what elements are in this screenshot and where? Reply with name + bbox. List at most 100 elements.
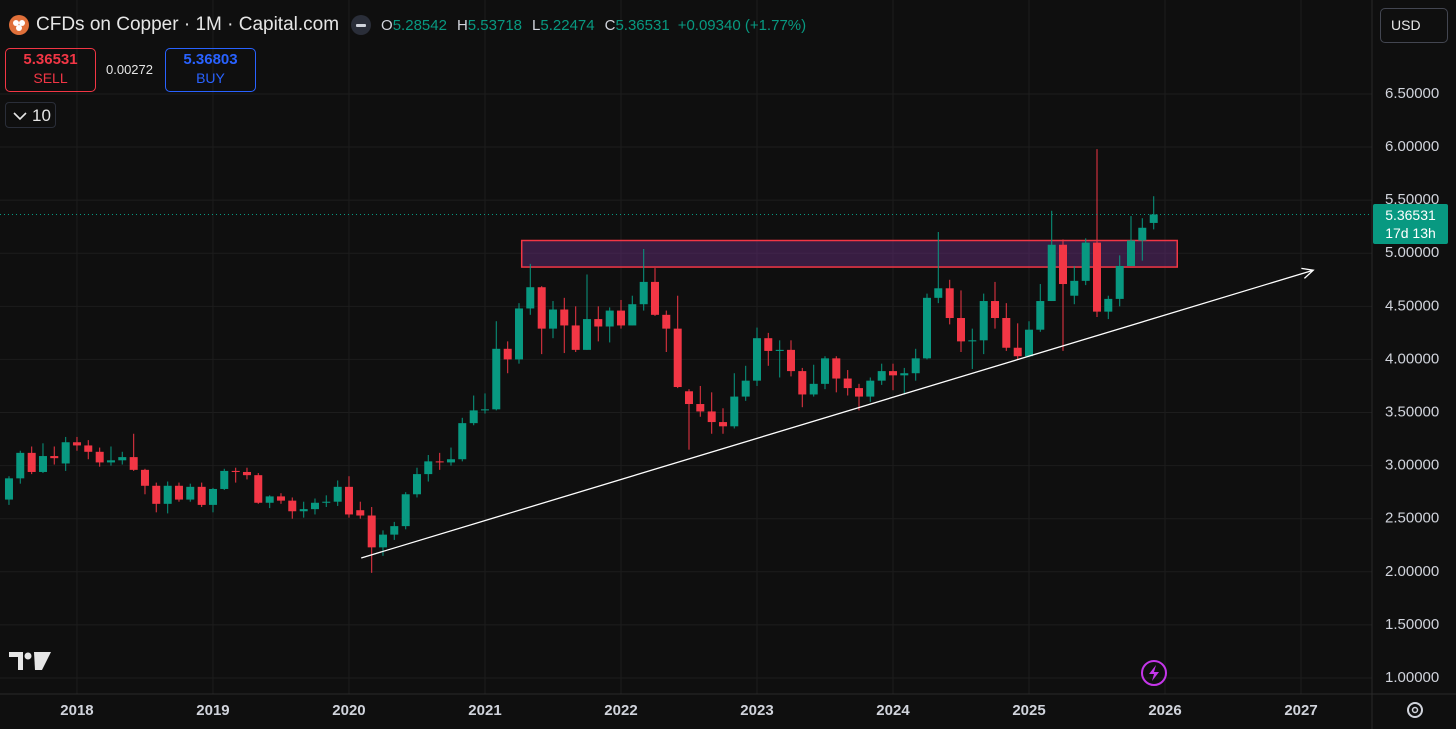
- chevron: [13, 112, 27, 121]
- candle-body: [27, 452, 36, 472]
- candle-body: [1002, 318, 1011, 348]
- candle-body: [61, 442, 70, 464]
- candle-body: [1013, 347, 1022, 357]
- candle-body: [560, 309, 569, 326]
- close-label: C: [604, 16, 616, 34]
- collapse-button[interactable]: [351, 15, 372, 35]
- candle-body: [299, 509, 308, 512]
- candle-body: [16, 452, 25, 479]
- candle-body: [820, 358, 829, 384]
- candle-body: [877, 371, 886, 381]
- buy-label: BUY: [196, 70, 225, 86]
- candle-body: [242, 471, 251, 476]
- candle-body: [798, 371, 807, 395]
- candle-body: [888, 371, 897, 376]
- candle-body: [764, 338, 773, 351]
- candle-body: [526, 287, 535, 309]
- candle-body: [152, 485, 161, 504]
- candle-body: [469, 410, 478, 424]
- candle-body: [118, 457, 127, 461]
- candle-body: [492, 348, 501, 410]
- candle-body: [208, 488, 217, 505]
- candle-body: [390, 526, 399, 535]
- candle-body: [900, 373, 909, 376]
- candle-body: [1036, 301, 1045, 330]
- candle-body: [1127, 240, 1136, 266]
- candle-body: [186, 486, 195, 500]
- buy-price: 5.36803: [183, 51, 238, 68]
- alert-icon[interactable]: [1141, 660, 1167, 686]
- candle-body: [1081, 242, 1090, 281]
- y-tick-label: 5.50000: [1385, 191, 1439, 208]
- candle-body: [809, 383, 818, 395]
- y-tick-label: 5.00000: [1385, 244, 1439, 261]
- candle-body: [458, 423, 467, 460]
- candle-body: [730, 396, 739, 427]
- currency-selector[interactable]: USD: [1380, 8, 1448, 43]
- candle-body: [922, 297, 931, 359]
- candle-body: [276, 496, 285, 501]
- candle-body: [605, 310, 614, 327]
- candle-body: [514, 308, 523, 360]
- candle-body: [95, 451, 104, 463]
- x-tick-label: 2024: [876, 702, 910, 719]
- candle-body: [979, 301, 988, 341]
- candle-body: [1104, 298, 1113, 312]
- candle-body: [378, 534, 387, 548]
- x-tick-label: 2019: [196, 702, 229, 719]
- open-label: O: [381, 16, 393, 34]
- settings-icon[interactable]: [1407, 702, 1423, 718]
- sell-button[interactable]: 5.36531 SELL: [5, 48, 96, 92]
- candle-body: [50, 456, 59, 459]
- candle-body: [854, 388, 863, 397]
- candle-body: [628, 304, 637, 326]
- y-tick-label: 3.00000: [1385, 457, 1439, 474]
- candle-body: [503, 348, 512, 360]
- x-tick-label: 2025: [1012, 702, 1045, 719]
- candle-body: [741, 380, 750, 397]
- candle-body: [1149, 214, 1158, 223]
- buy-button[interactable]: 5.36803 BUY: [165, 48, 256, 92]
- tv-logo: [9, 652, 51, 670]
- candle-body: [1025, 329, 1033, 357]
- candle-body: [1093, 242, 1102, 312]
- candle-body: [990, 301, 999, 319]
- candle-body: [288, 500, 297, 512]
- candle-body: [1047, 244, 1056, 302]
- resistance-zone: [520, 239, 1178, 268]
- candle-body: [684, 391, 693, 405]
- candle-body: [106, 460, 115, 463]
- candle-body: [424, 461, 433, 475]
- candle-body: [254, 475, 263, 503]
- interval-value: 10: [32, 106, 51, 125]
- candle-body: [571, 325, 580, 350]
- y-tick-label: 4.00000: [1385, 350, 1439, 367]
- candle-body: [866, 380, 875, 397]
- interval-selector[interactable]: 10: [5, 102, 56, 128]
- x-tick-label: 2026: [1148, 702, 1181, 719]
- candle-body: [911, 358, 920, 374]
- candle-body: [197, 486, 206, 505]
- trendline: [361, 269, 1314, 559]
- candle-body: [707, 411, 716, 423]
- candle-body: [696, 404, 705, 412]
- high-label: H: [456, 16, 468, 34]
- candle-body: [412, 474, 421, 495]
- candle-body: [1138, 227, 1147, 241]
- candle-body: [344, 486, 353, 515]
- currency: USD: [1391, 17, 1421, 33]
- change-value: +0.09340 (+1.77%): [677, 16, 807, 34]
- candle-body: [968, 340, 977, 342]
- candle-body: [333, 486, 342, 502]
- candle-body: [140, 469, 149, 486]
- candle-body: [38, 456, 47, 472]
- y-tick-label: 3.50000: [1385, 403, 1439, 420]
- candle-body: [401, 494, 410, 527]
- y-tick-label: 2.00000: [1385, 563, 1439, 580]
- sell-label: SELL: [33, 70, 68, 86]
- symbol-logo: [9, 15, 29, 35]
- candle-body: [84, 445, 93, 452]
- candle-body: [945, 288, 954, 319]
- candle-body: [548, 309, 557, 329]
